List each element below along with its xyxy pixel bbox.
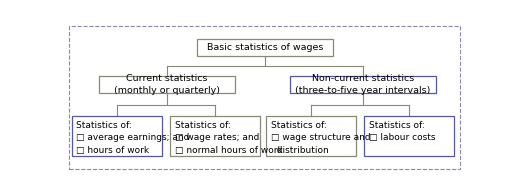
Text: Statistics of:
□ wage rates; and
□ normal hours of work: Statistics of: □ wage rates; and □ norma… [175, 121, 282, 155]
Bar [266, 116, 356, 156]
Text: Basic statistics of wages: Basic statistics of wages [207, 43, 323, 52]
Text: Non-current statistics
(three-to-five year intervals): Non-current statistics (three-to-five ye… [295, 74, 431, 95]
Bar [197, 39, 333, 56]
Bar [99, 76, 235, 93]
Bar [72, 116, 162, 156]
Bar [364, 116, 454, 156]
Text: Current statistics
(monthly or quarterly): Current statistics (monthly or quarterly… [114, 74, 220, 95]
Bar [170, 116, 260, 156]
Text: Statistics of:
□ labour costs: Statistics of: □ labour costs [369, 121, 435, 143]
Bar [290, 76, 436, 93]
Text: Statistics of:
□ wage structure and
  distribution: Statistics of: □ wage structure and dist… [271, 121, 370, 155]
Text: Statistics of:
□ average earnings; and
□ hours of work: Statistics of: □ average earnings; and □… [77, 121, 190, 155]
